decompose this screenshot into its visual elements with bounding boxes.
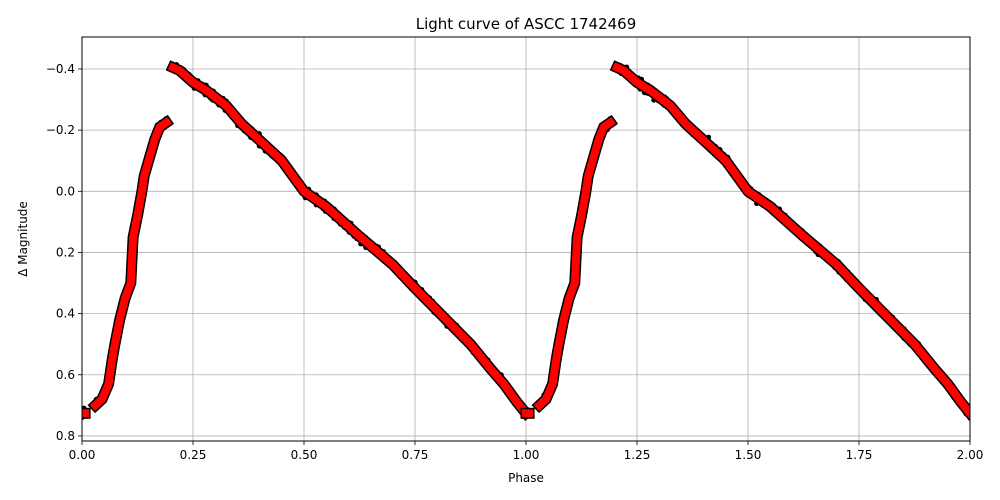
x-tick-label: 1.50 xyxy=(735,448,762,462)
x-tick-label: 0.25 xyxy=(180,448,207,462)
y-tick-label: 0.0 xyxy=(56,184,75,198)
y-tick-label: 0.2 xyxy=(56,245,75,259)
y-tick-label: 0.4 xyxy=(56,307,75,321)
x-tick-label: 0.00 xyxy=(69,448,96,462)
model-curve-line xyxy=(611,62,970,419)
y-tick-label: 0.6 xyxy=(56,368,75,382)
x-tick-label: 2.00 xyxy=(957,448,984,462)
x-tick-label: 0.50 xyxy=(291,448,318,462)
x-tick-label: 1.25 xyxy=(624,448,651,462)
model-curve-line xyxy=(533,116,616,412)
x-tick-label: 0.75 xyxy=(402,448,429,462)
model-curve-line xyxy=(89,116,172,412)
y-tick-label: −0.2 xyxy=(46,123,75,137)
model-curve xyxy=(82,60,970,422)
y-axis-label: Δ Magnitude xyxy=(16,201,30,277)
chart-title: Light curve of ASCC 1742469 xyxy=(416,15,637,33)
x-tick-label: 1.75 xyxy=(846,448,873,462)
x-tick-label: 1.00 xyxy=(513,448,540,462)
y-tick-label: −0.4 xyxy=(46,62,75,76)
y-axis-ticks: −0.4 −0.2 0.0 0.2 0.4 0.6 0.8 xyxy=(46,62,82,443)
x-axis-ticks: 0.00 0.25 0.50 0.75 1.00 1.25 1.50 1.75 2.00 xyxy=(69,441,984,462)
model-curve-line xyxy=(167,62,532,419)
y-tick-label: 0.8 xyxy=(56,429,75,443)
x-axis-label: Phase xyxy=(508,471,544,485)
